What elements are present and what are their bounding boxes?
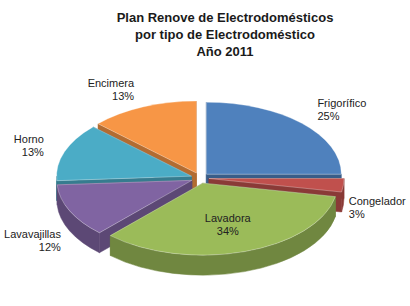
- title-line: por tipo de Electrodoméstico: [135, 27, 315, 42]
- slice: [57, 127, 192, 181]
- title-line: Plan Renove de Electrodomésticos: [117, 10, 334, 25]
- label-category: Encimera: [88, 77, 135, 89]
- slice: [206, 102, 341, 174]
- label-value: 34%: [217, 225, 239, 237]
- data-label: Frigorífico25%: [317, 97, 366, 122]
- data-label: Encimera13%: [88, 77, 135, 102]
- label-value: 12%: [39, 241, 61, 253]
- pie: [57, 101, 344, 275]
- label-value: 13%: [112, 90, 134, 102]
- slice-group: [110, 183, 335, 275]
- label-category: Horno: [14, 133, 44, 145]
- label-value: 3%: [349, 208, 365, 220]
- label-value: 25%: [317, 110, 339, 122]
- title: Plan Renove de Electrodomésticos por tipo…: [117, 10, 334, 59]
- title-line: Año 2011: [196, 44, 253, 59]
- data-label: Lavavajillas12%: [4, 228, 61, 253]
- background: [0, 0, 410, 306]
- label-category: Lavadora: [205, 212, 252, 224]
- data-label: Congelador3%: [349, 195, 406, 220]
- slice: [110, 183, 335, 255]
- label-category: Lavavajillas: [4, 228, 61, 240]
- data-label: Horno13%: [14, 133, 44, 158]
- label-category: Frigorífico: [317, 97, 366, 109]
- chart: Plan Renove de Electrodomésticos por tipo…: [0, 0, 410, 306]
- data-label: Lavadora34%: [205, 212, 252, 237]
- label-value: 13%: [22, 146, 44, 158]
- label-category: Congelador: [349, 195, 406, 207]
